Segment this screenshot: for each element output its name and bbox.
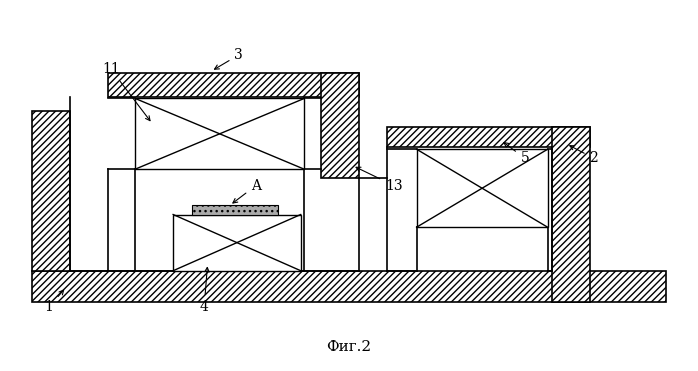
Text: 3: 3 xyxy=(214,48,243,69)
Bar xyxy=(387,128,591,147)
Bar xyxy=(31,111,70,271)
Bar xyxy=(192,205,278,215)
Text: Фиг.2: Фиг.2 xyxy=(327,340,371,354)
Bar xyxy=(321,73,359,178)
Bar xyxy=(552,128,591,302)
Bar xyxy=(135,98,304,169)
Text: 4: 4 xyxy=(200,267,209,314)
Bar xyxy=(173,214,301,271)
Bar xyxy=(70,97,321,271)
Bar xyxy=(387,147,552,271)
Bar xyxy=(417,149,548,227)
Text: 2: 2 xyxy=(570,146,598,165)
Text: 13: 13 xyxy=(356,167,403,193)
Bar xyxy=(31,271,667,302)
Text: 5: 5 xyxy=(504,142,529,165)
Text: A: A xyxy=(233,178,261,203)
Text: 1: 1 xyxy=(45,290,64,314)
Bar xyxy=(107,73,359,97)
Text: 11: 11 xyxy=(102,62,150,121)
